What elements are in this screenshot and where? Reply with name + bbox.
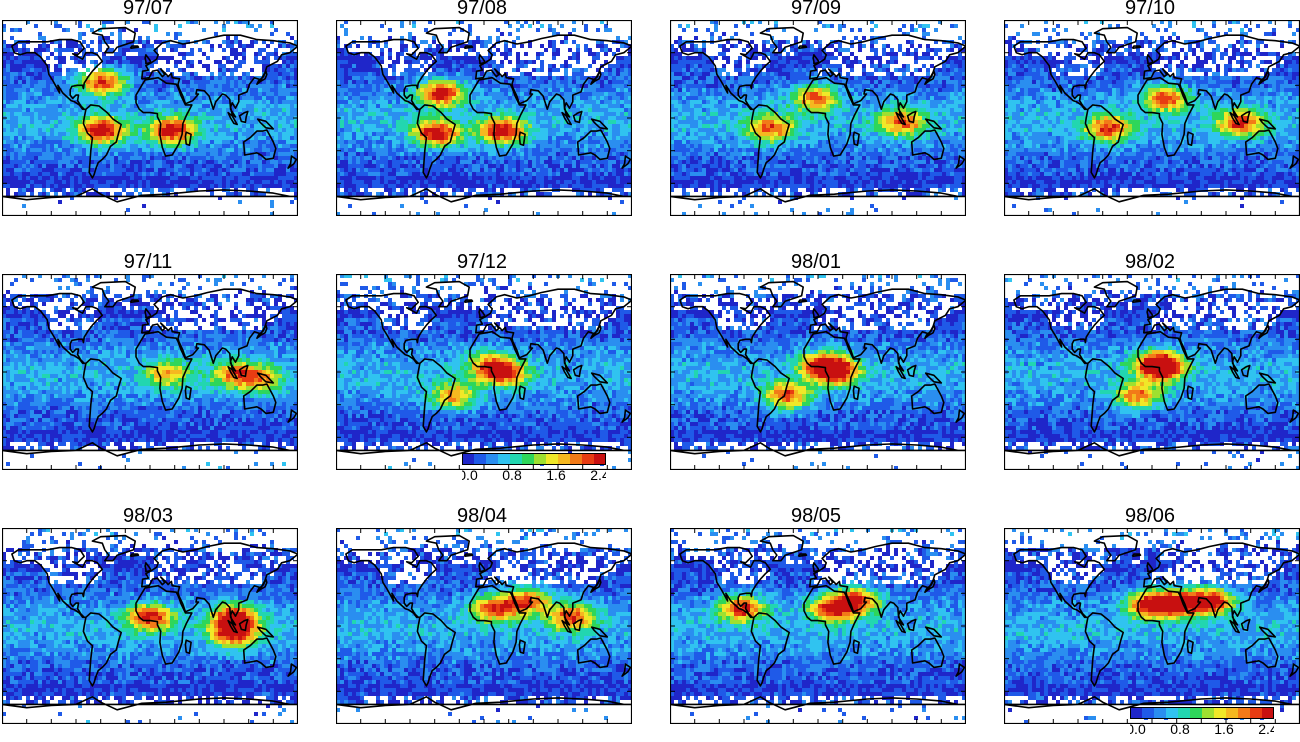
colorbar-tick-label: 1.6: [1214, 721, 1234, 737]
colorbar-swatch: [582, 453, 595, 465]
global-map-panel: [336, 20, 632, 216]
colorbar-swatch: [570, 453, 583, 465]
colorbar-tick-label: 0.0: [462, 467, 478, 483]
colorbar-swatch: [558, 453, 571, 465]
panel-title: 98/01: [668, 251, 964, 273]
field-cells: [2, 528, 298, 724]
panel-title: 97/12: [334, 251, 630, 273]
colorbar-swatch: [1250, 707, 1263, 719]
colorbar-tick-label: 0.0: [1130, 721, 1146, 737]
panel-title: 98/03: [0, 505, 296, 527]
colorbar-swatch: [1238, 707, 1251, 719]
global-map-panel: [670, 20, 966, 216]
global-map-panel: [2, 274, 298, 470]
colorbar-swatch: [462, 453, 475, 465]
panel-title: 98/06: [1002, 505, 1298, 527]
colorbar-swatch: [1190, 707, 1203, 719]
panel-title: 98/05: [668, 505, 964, 527]
global-map-panel: [336, 528, 632, 724]
panel-title: 97/07: [0, 0, 296, 19]
colorbar-swatch: [1202, 707, 1215, 719]
colorbar-tick-label: 2.4: [590, 467, 606, 483]
colorbar-tick-label: 0.8: [502, 467, 522, 483]
panel-title: 97/10: [1002, 0, 1298, 19]
colorbar-swatch: [1226, 707, 1239, 719]
colorbar-swatch: [486, 453, 499, 465]
colorbar-tick-label: 0.8: [1170, 721, 1190, 737]
colorbar-swatch: [1142, 707, 1155, 719]
colorbar-swatch: [534, 453, 547, 465]
global-map-panel: [1004, 20, 1300, 216]
colorbar-swatch: [594, 453, 606, 465]
global-map-panel: [670, 274, 966, 470]
colorbar-swatch: [510, 453, 523, 465]
colorbar-swatch: [546, 453, 559, 465]
global-map-panel: [670, 528, 966, 724]
colorbar: 0.0 0.8 1.6 2.4: [462, 453, 606, 488]
colorbar-swatch: [474, 453, 487, 465]
global-map-panel: [2, 20, 298, 216]
colorbar-swatch: [1166, 707, 1179, 719]
colorbar-swatch: [1130, 707, 1143, 719]
colorbar-tick-label: 1.6: [546, 467, 566, 483]
colorbar-swatch: [1154, 707, 1167, 719]
colorbar-swatch: [1262, 707, 1274, 719]
colorbar: 0.0 0.8 1.6 2.4: [1130, 707, 1274, 742]
colorbar-swatch: [522, 453, 535, 465]
colorbar-swatch: [1214, 707, 1227, 719]
panel-title: 98/02: [1002, 251, 1298, 273]
global-map-panel: [2, 528, 298, 724]
colorbar-swatch: [498, 453, 511, 465]
global-map-panel: [336, 274, 632, 470]
global-map-panel: [1004, 274, 1300, 470]
colorbar-tick-label: 2.4: [1258, 721, 1274, 737]
colorbar-swatch: [1178, 707, 1191, 719]
panel-title: 97/09: [668, 0, 964, 19]
panel-title: 98/04: [334, 505, 630, 527]
panel-title: 97/11: [0, 251, 296, 273]
panel-title: 97/08: [334, 0, 630, 19]
global-map-panel: [1004, 528, 1300, 724]
